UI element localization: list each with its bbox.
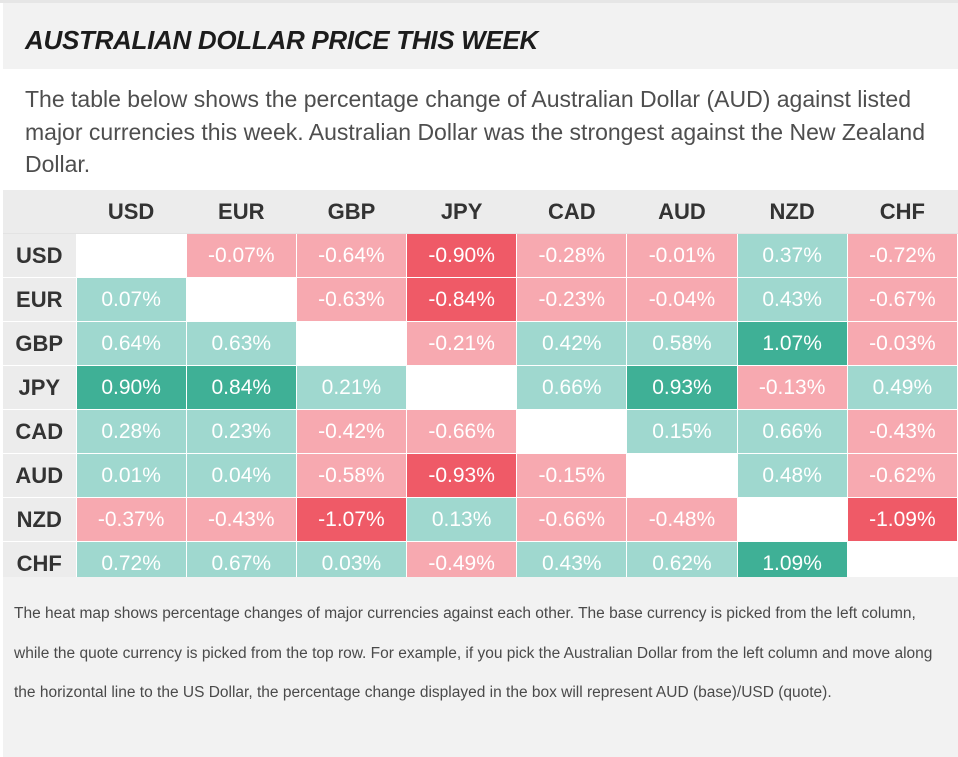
- top-border: [0, 0, 958, 3]
- heatmap-cell-usd-aud: -0.01%: [626, 233, 738, 278]
- heatmap-cell-usd-cad: -0.28%: [516, 233, 628, 278]
- heatmap-cell-eur-aud: -0.04%: [626, 277, 738, 322]
- row-header-cad: CAD: [3, 409, 77, 454]
- title-bar: AUSTRALIAN DOLLAR PRICE THIS WEEK: [3, 3, 958, 69]
- heatmap-cell-usd-nzd: 0.37%: [736, 233, 848, 278]
- heatmap-cell-nzd-usd: -0.37%: [75, 497, 187, 542]
- heatmap-cell-jpy-chf: 0.49%: [846, 365, 958, 410]
- heatmap-header-row: USD EUR GBP JPY CAD AUD NZD CHF: [3, 190, 958, 234]
- heatmap-cell-jpy-cad: 0.66%: [516, 365, 628, 410]
- heatmap-corner: [3, 190, 77, 234]
- heatmap-cell-aud-gbp: -0.58%: [295, 453, 408, 498]
- heatmap-cell-nzd-eur: -0.43%: [185, 497, 297, 542]
- heatmap-cell-aud-eur: 0.04%: [185, 453, 297, 498]
- heatmap-cell-cad-gbp: -0.42%: [295, 409, 408, 454]
- heatmap-row-aud: AUD 0.01% 0.04% -0.58% -0.93% -0.15% 0.48% -0.6…: [3, 453, 958, 498]
- heatmap-row-eur: EUR 0.07% -0.63% -0.84% -0.23% -0.04% 0.43% -0.…: [3, 277, 958, 322]
- heatmap-cell-usd-usd: [75, 233, 187, 278]
- heatmap-cell-jpy-aud: 0.93%: [626, 365, 738, 410]
- heatmap-cell-eur-nzd: 0.43%: [736, 277, 848, 322]
- heatmap-cell-gbp-usd: 0.64%: [75, 321, 187, 366]
- intro-text: The table below shows the percentage cha…: [25, 86, 925, 177]
- heatmap-cell-nzd-gbp: -1.07%: [295, 497, 408, 542]
- heatmap-cell-jpy-eur: 0.84%: [185, 365, 297, 410]
- heatmap-cell-nzd-aud: -0.48%: [626, 497, 738, 542]
- row-header-aud: AUD: [3, 453, 77, 498]
- heatmap-cell-cad-aud: 0.15%: [626, 409, 738, 454]
- column-header-nzd: NZD: [737, 190, 848, 234]
- row-header-jpy: JPY: [3, 365, 77, 410]
- column-header-jpy: JPY: [406, 190, 517, 234]
- heatmap-cell-usd-eur: -0.07%: [185, 233, 297, 278]
- footnote-text: The heat map shows percentage changes of…: [14, 605, 933, 701]
- heatmap-row-gbp: GBP 0.64% 0.63% -0.21% 0.42% 0.58% 1.07% -0.03%: [3, 321, 958, 366]
- heatmap-cell-cad-usd: 0.28%: [75, 409, 187, 454]
- footnote-panel: The heat map shows percentage changes of…: [3, 577, 958, 757]
- column-header-gbp: GBP: [296, 190, 407, 234]
- heatmap-cell-gbp-aud: 0.58%: [626, 321, 738, 366]
- column-header-aud: AUD: [626, 190, 738, 234]
- row-header-usd: USD: [3, 233, 77, 278]
- heatmap-cell-jpy-nzd: -0.13%: [736, 365, 848, 410]
- heatmap-cell-gbp-cad: 0.42%: [516, 321, 628, 366]
- heatmap-cell-nzd-cad: -0.66%: [516, 497, 628, 542]
- heatmap-cell-gbp-nzd: 1.07%: [736, 321, 848, 366]
- heatmap-cell-nzd-nzd: [736, 497, 848, 542]
- column-header-chf: CHF: [847, 190, 958, 234]
- column-header-usd: USD: [76, 190, 187, 234]
- heatmap-cell-jpy-jpy: [406, 365, 518, 410]
- heatmap-cell-cad-chf: -0.43%: [846, 409, 958, 454]
- heatmap-cell-aud-aud: [626, 453, 738, 498]
- heatmap-cell-aud-chf: -0.62%: [846, 453, 958, 498]
- heatmap-cell-gbp-chf: -0.03%: [846, 321, 958, 366]
- heatmap-cell-jpy-gbp: 0.21%: [295, 365, 408, 410]
- heatmap-row-cad: CAD 0.28% 0.23% -0.42% -0.66% 0.15% 0.66% -0.43…: [3, 409, 958, 454]
- heatmap-body: USD -0.07% -0.64% -0.90% -0.28% -0.01% 0.37% -0…: [3, 233, 958, 586]
- heatmap-cell-eur-cad: -0.23%: [516, 277, 628, 322]
- heatmap-cell-cad-jpy: -0.66%: [406, 409, 518, 454]
- heatmap-cell-eur-gbp: -0.63%: [295, 277, 408, 322]
- heatmap-row-nzd: NZD -0.37% -0.43% -1.07% 0.13% -0.66% -0.48% -1…: [3, 497, 958, 542]
- heatmap-cell-cad-nzd: 0.66%: [736, 409, 848, 454]
- heatmap-row-jpy: JPY 0.90% 0.84% 0.21% 0.66% 0.93% -0.13% 0.49%: [3, 365, 958, 410]
- heatmap-cell-nzd-jpy: 0.13%: [406, 497, 518, 542]
- row-header-nzd: NZD: [3, 497, 77, 542]
- heatmap-cell-gbp-gbp: [295, 321, 408, 366]
- row-header-gbp: GBP: [3, 321, 77, 366]
- page-title: AUSTRALIAN DOLLAR PRICE THIS WEEK: [25, 25, 538, 55]
- heatmap-cell-aud-nzd: 0.48%: [736, 453, 848, 498]
- heatmap-cell-cad-cad: [516, 409, 628, 454]
- heatmap-cell-usd-jpy: -0.90%: [406, 233, 518, 278]
- column-header-eur: EUR: [186, 190, 297, 234]
- heatmap-cell-gbp-eur: 0.63%: [185, 321, 297, 366]
- heatmap-cell-jpy-usd: 0.90%: [75, 365, 187, 410]
- heatmap-cell-aud-jpy: -0.93%: [406, 453, 518, 498]
- heatmap-cell-usd-chf: -0.72%: [846, 233, 958, 278]
- heatmap-cell-eur-usd: 0.07%: [75, 277, 187, 322]
- heatmap-cell-cad-eur: 0.23%: [185, 409, 297, 454]
- heatmap-cell-aud-cad: -0.15%: [516, 453, 628, 498]
- heatmap-cell-eur-jpy: -0.84%: [406, 277, 518, 322]
- heatmap-cell-nzd-chf: -1.09%: [846, 497, 958, 542]
- heatmap-cell-eur-chf: -0.67%: [846, 277, 958, 322]
- currency-heatmap: USD EUR GBP JPY CAD AUD NZD CHF USD -0.07% -0.64%…: [3, 190, 958, 586]
- heatmap-row-usd: USD -0.07% -0.64% -0.90% -0.28% -0.01% 0.37% -0…: [3, 233, 958, 278]
- heatmap-cell-eur-eur: [185, 277, 297, 322]
- heatmap-cell-aud-usd: 0.01%: [75, 453, 187, 498]
- heatmap-cell-gbp-jpy: -0.21%: [406, 321, 518, 366]
- column-header-cad: CAD: [516, 190, 627, 234]
- heatmap-cell-usd-gbp: -0.64%: [295, 233, 408, 278]
- row-header-eur: EUR: [3, 277, 77, 322]
